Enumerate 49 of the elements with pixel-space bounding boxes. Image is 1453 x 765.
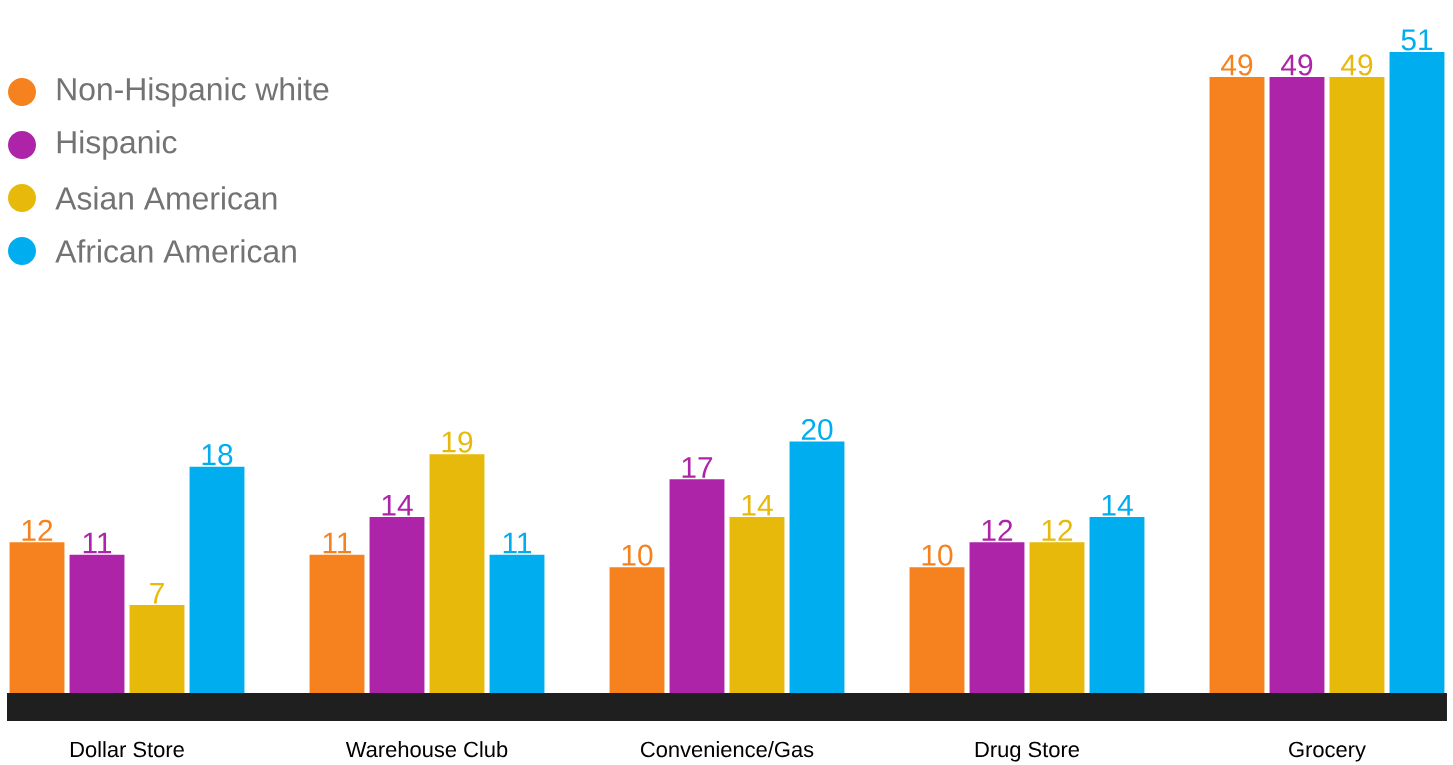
legend-label: Non-Hispanic white: [57, 77, 329, 107]
legend-label: Asian American: [55, 186, 277, 210]
data-label: 11: [323, 532, 352, 554]
bar: [669, 479, 725, 693]
bar: [789, 441, 845, 693]
bar: [609, 567, 665, 693]
data-label: 14: [742, 494, 773, 516]
data-label: 49: [1221, 54, 1253, 76]
bar: [489, 554, 545, 693]
x-tick-label: Convenience/Gas: [640, 741, 814, 758]
bar: [909, 567, 965, 693]
legend-label: African American: [55, 239, 296, 263]
bar: [429, 454, 485, 693]
data-label: 49: [1341, 54, 1373, 76]
data-label: 11: [83, 532, 112, 554]
bar: [189, 466, 245, 693]
x-tick-label: Warehouse Club: [345, 741, 508, 758]
data-label: 20: [801, 418, 833, 441]
data-label: 51: [1401, 29, 1433, 51]
data-label: 12: [982, 519, 1013, 541]
bar: [1089, 517, 1145, 693]
x-tick-label: Dollar Store: [70, 741, 184, 758]
data-label: 17: [682, 457, 713, 478]
bar: [69, 554, 125, 693]
bar: [1269, 77, 1325, 693]
bar: [1029, 542, 1085, 693]
data-label: 12: [22, 519, 53, 541]
bar: [309, 554, 365, 693]
data-label: 18: [202, 444, 233, 466]
bar: [1389, 51, 1445, 693]
bar: [1329, 77, 1385, 693]
data-label: 12: [1042, 519, 1073, 541]
data-label: 10: [622, 544, 653, 566]
data-label: 49: [1281, 54, 1313, 76]
bar: [729, 517, 785, 693]
data-label: 7: [150, 582, 164, 604]
x-tick-label: Grocery: [1289, 741, 1366, 762]
data-label: 14: [382, 494, 413, 516]
legend-label: Hispanic: [57, 130, 177, 160]
data-label: 10: [922, 544, 953, 566]
bar: [369, 517, 425, 693]
bar: [129, 605, 185, 693]
data-label: 19: [442, 431, 473, 453]
bar: [1209, 77, 1265, 693]
bar: [9, 542, 65, 693]
data-label: 14: [1102, 494, 1133, 516]
bar: [969, 542, 1025, 693]
x-tick-label: Drug Store: [975, 741, 1079, 762]
data-label: 11: [503, 532, 532, 554]
